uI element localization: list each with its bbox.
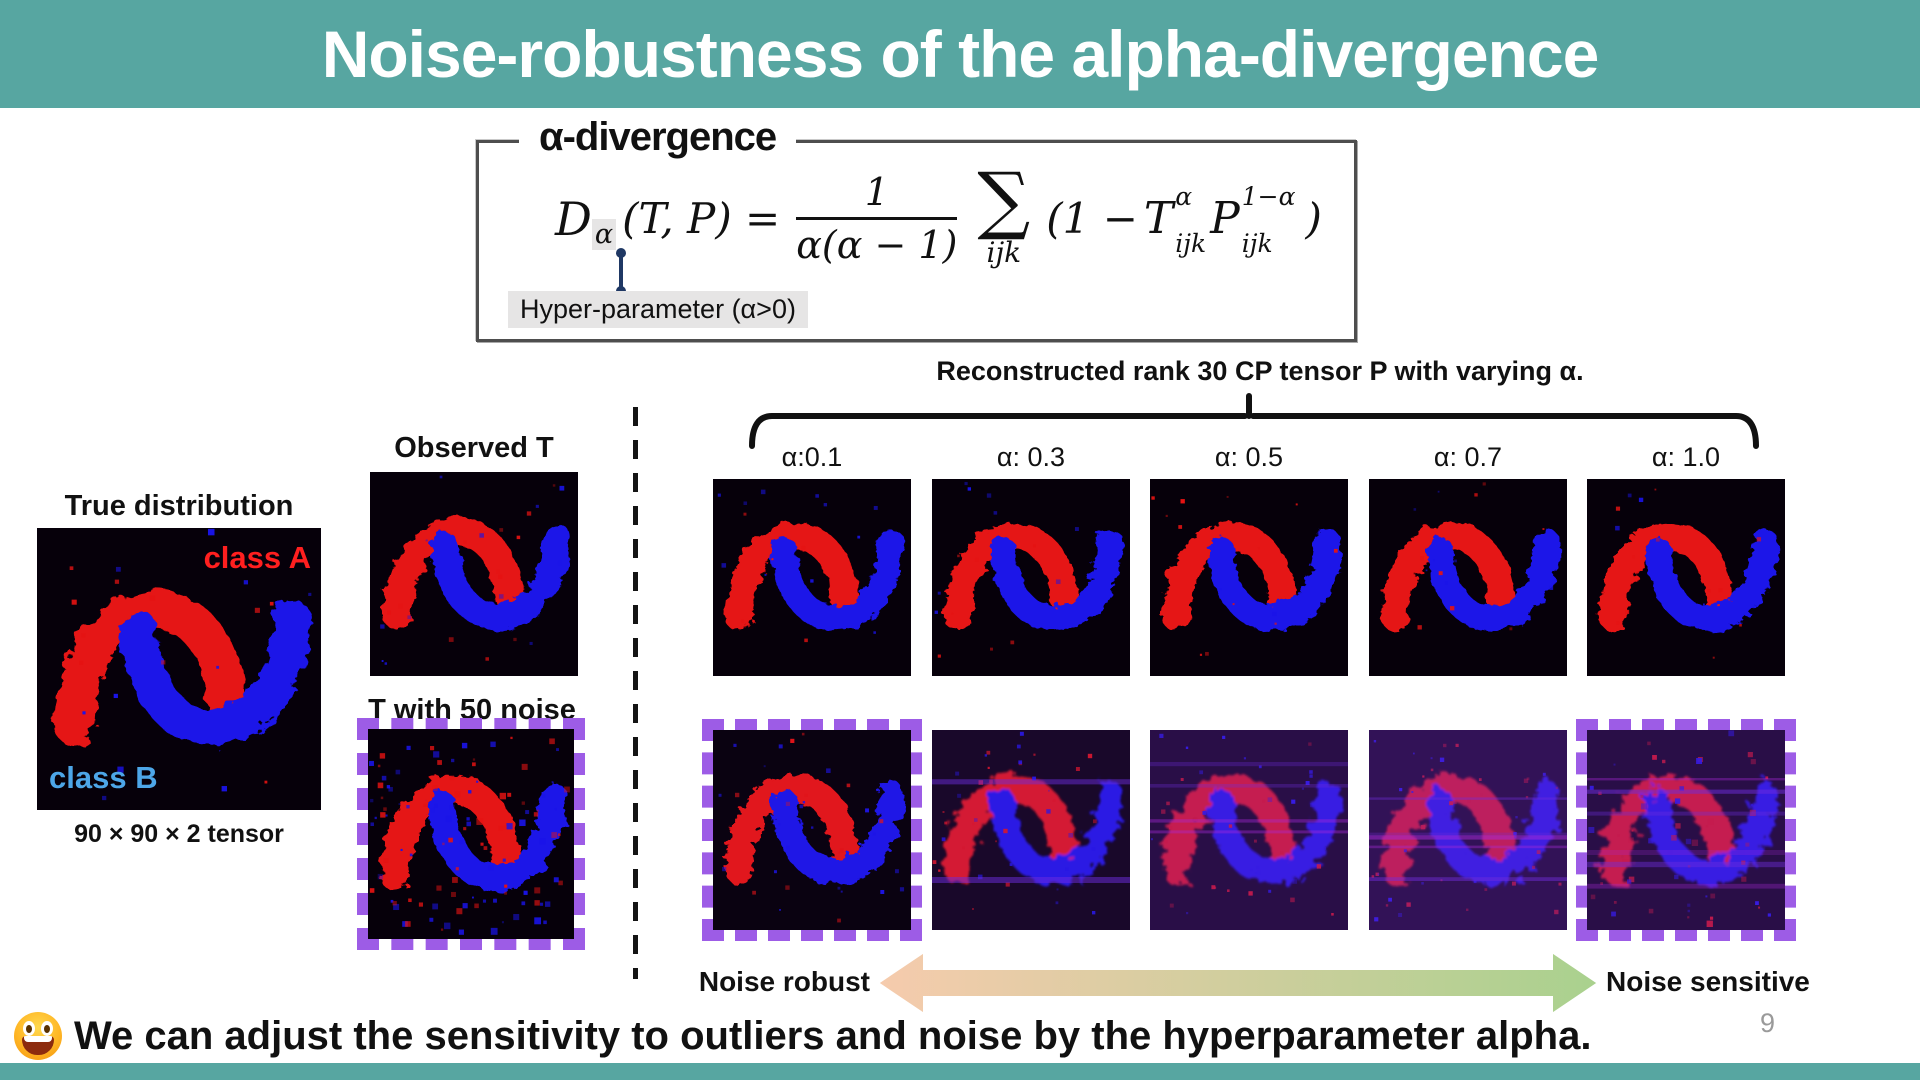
reconstruction-tile-clean: [1150, 479, 1348, 676]
sigma-symbol: ∑: [977, 157, 1031, 243]
p-scripts: 1−α ijk: [1242, 182, 1296, 256]
grinning-face-emoji: [14, 1012, 62, 1060]
noise-robust-label: Noise robust: [698, 966, 870, 997]
alpha-value-label: α: 0.7: [1433, 442, 1503, 472]
tensor-symbol: T: [1143, 193, 1174, 245]
takeaway-text: We can adjust the sensitivity to outlier…: [74, 1013, 1592, 1058]
p-symbol: P: [1210, 193, 1240, 245]
noisy-t-figure: [368, 729, 574, 939]
reconstruction-tile-noisy: [932, 730, 1130, 930]
takeaway-statement: We can adjust the sensitivity to outlier…: [14, 1012, 1591, 1060]
formula-heading: α-divergence: [519, 115, 797, 160]
alpha-value-label: α:0.1: [781, 442, 843, 472]
slide-title: Noise-robustness of the alpha-divergence: [321, 17, 1600, 91]
reconstruction-tile-clean: [1369, 479, 1567, 676]
observed-t-figure: [370, 472, 578, 676]
true-distribution-label: True distribution: [64, 490, 294, 522]
fraction-bar: [796, 217, 958, 221]
tensor-size-label: 90 × 90 × 2 tensor: [74, 820, 284, 848]
alpha-value-label: α: 1.0: [1651, 442, 1721, 472]
tensor-scripts: α ijk: [1175, 182, 1206, 256]
observed-t-label: Observed T: [394, 432, 554, 464]
noise-sensitive-label: Noise sensitive: [1606, 966, 1810, 997]
formula-arguments: (T, P) =: [622, 194, 781, 244]
alpha-divergence-box: α-divergence D α (T, P) = 1 α(α − 1) ∑ i…: [476, 115, 1357, 342]
class-b-label: class B: [49, 760, 158, 795]
tensor-superscript: α: [1175, 181, 1193, 211]
bracket-shape: [749, 393, 1759, 449]
tensor-subscript: ijk: [1175, 228, 1207, 258]
p-superscript: 1−α: [1241, 181, 1296, 211]
class-a-label: class A: [203, 540, 311, 575]
alpha-divergence-formula: D α (T, P) = 1 α(α − 1) ∑ ijk (1 − T α i…: [555, 157, 1328, 269]
page-number: 9: [1760, 1008, 1776, 1038]
true-distribution-figure: class A class B: [37, 528, 321, 810]
formula-fraction: 1 α(α − 1): [796, 170, 958, 268]
formula-d-symbol: D: [555, 191, 592, 246]
reconstruction-tile-clean: [932, 479, 1130, 676]
purple-dashed-frame: [1576, 719, 1796, 941]
footer-bar: [0, 1063, 1920, 1080]
term-close: ): [1305, 194, 1322, 244]
callout-connector-line: [616, 248, 626, 296]
dashed-divider: [633, 407, 638, 979]
p-subscript: ijk: [1241, 228, 1273, 258]
fraction-numerator: 1: [864, 170, 889, 215]
reconstruction-tile-clean: [1587, 479, 1785, 676]
term-open: (1 −: [1046, 194, 1138, 244]
sum-subscript: ijk: [986, 235, 1022, 269]
hyperparameter-callout: Hyper-parameter (α>0): [508, 291, 808, 328]
purple-dashed-frame: [702, 719, 922, 941]
purple-dashed-frame: [357, 718, 585, 950]
reconstruction-caption: Reconstructed rank 30 CP tensor P with v…: [936, 356, 1584, 386]
reconstruction-tile-noisy: [1369, 730, 1567, 930]
alpha-value-label: α: 0.5: [1214, 442, 1284, 472]
formula-sum: ∑ ijk: [977, 157, 1031, 269]
reconstruction-tile-noisy: [1150, 730, 1348, 930]
slide-header: Noise-robustness of the alpha-divergence: [0, 0, 1920, 108]
reconstruction-tile-clean: [713, 479, 911, 676]
fraction-denominator: α(α − 1): [796, 223, 958, 268]
reconstruction-tile-noisy: [1587, 730, 1785, 930]
reconstruction-tile-noisy: [713, 730, 911, 930]
sensitivity-arrow: [878, 950, 1598, 1016]
alpha-value-label: α: 0.3: [996, 442, 1066, 472]
formula-alpha-subscript: α: [591, 219, 617, 251]
